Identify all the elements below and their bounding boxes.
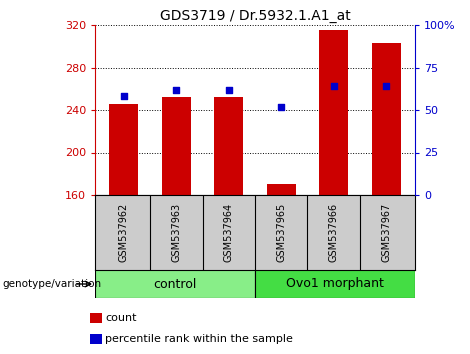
Bar	[162, 97, 191, 195]
Bar	[372, 43, 400, 195]
Bar	[90, 334, 102, 344]
Point	[172, 87, 180, 92]
Bar	[255, 270, 415, 298]
Bar	[110, 104, 138, 195]
Text: Ovo1 morphant: Ovo1 morphant	[286, 278, 384, 291]
Text: percentile rank within the sample: percentile rank within the sample	[105, 334, 293, 344]
Text: GSM537962: GSM537962	[119, 203, 129, 262]
Text: GSM537966: GSM537966	[329, 203, 339, 262]
Text: GSM537967: GSM537967	[381, 203, 391, 262]
Bar	[267, 184, 296, 195]
Bar	[214, 97, 243, 195]
Bar	[95, 270, 255, 298]
Bar	[319, 30, 348, 195]
Point	[330, 84, 337, 89]
Text: genotype/variation: genotype/variation	[2, 279, 102, 289]
Point	[277, 104, 285, 109]
Text: count: count	[105, 313, 137, 323]
Point	[120, 93, 128, 99]
Title: GDS3719 / Dr.5932.1.A1_at: GDS3719 / Dr.5932.1.A1_at	[160, 8, 350, 23]
Text: GSM537963: GSM537963	[171, 203, 181, 262]
Text: GSM537965: GSM537965	[276, 203, 286, 262]
Point	[383, 84, 390, 89]
Point	[225, 87, 233, 92]
Text: control: control	[153, 278, 196, 291]
Bar	[90, 313, 102, 323]
Text: GSM537964: GSM537964	[224, 203, 234, 262]
